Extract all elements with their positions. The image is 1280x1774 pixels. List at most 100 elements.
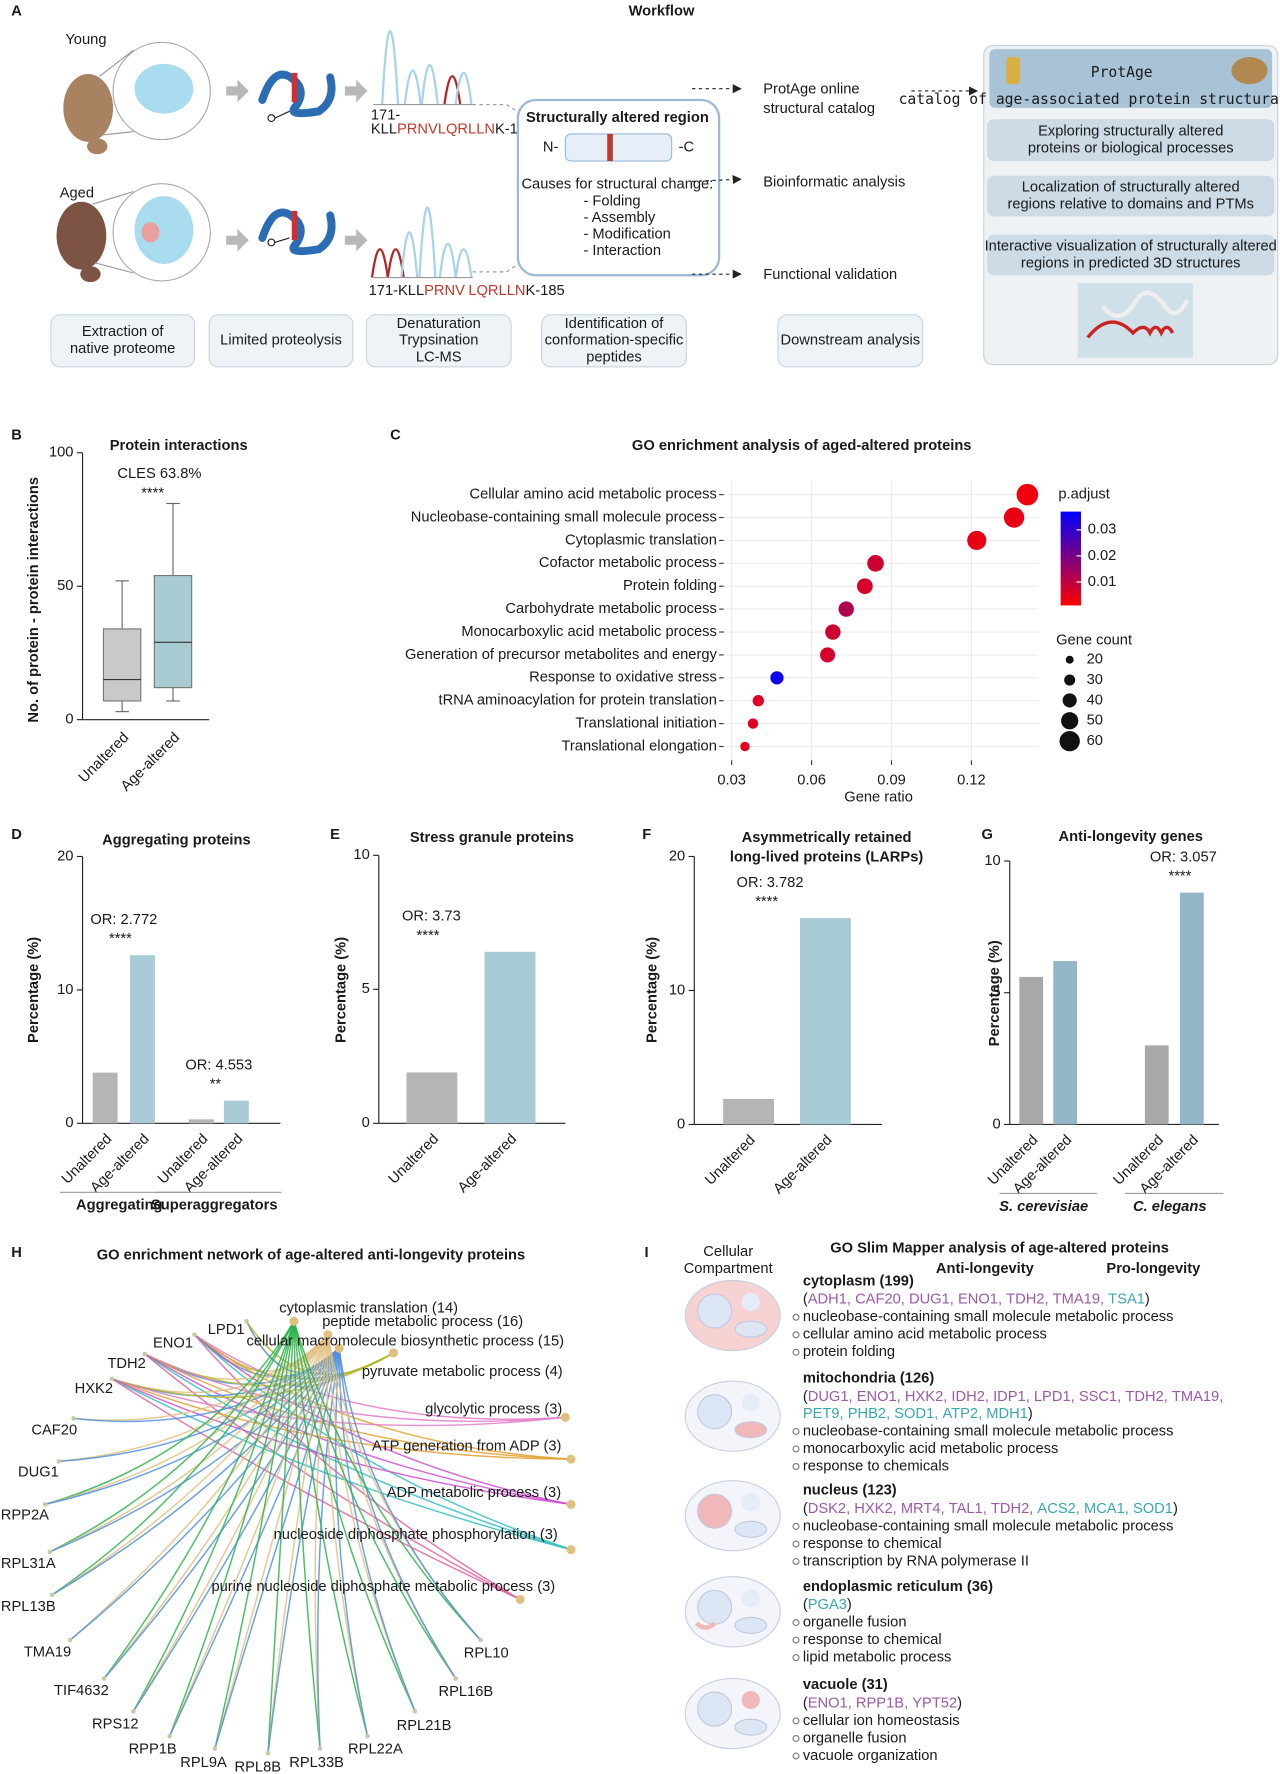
punct: , — [941, 1501, 949, 1517]
dot — [820, 647, 836, 663]
step-arrow — [344, 79, 368, 103]
network-edge — [49, 1334, 329, 1553]
gene: TDH2 — [991, 1501, 1029, 1517]
term-node — [515, 1594, 525, 1604]
gene-node — [67, 1637, 73, 1643]
network-edge — [326, 1334, 369, 1737]
gene: PGA3 — [808, 1597, 847, 1613]
punct: , — [840, 1406, 848, 1422]
figure-title: Workflow — [629, 4, 695, 20]
chart-title: Aggregating proteins — [102, 833, 251, 849]
bullet — [792, 1445, 800, 1453]
bullet — [792, 1717, 800, 1725]
dot — [967, 530, 987, 550]
color-tick-label: 0.03 — [1088, 522, 1117, 538]
gene: ENO1 — [808, 1695, 848, 1711]
network-edge — [194, 1334, 566, 1420]
term-label: purine nucleoside diphosphate metabolic … — [211, 1579, 555, 1595]
compartment-header: Cellular — [703, 1244, 753, 1260]
punct: ) — [957, 1695, 962, 1711]
size-key-label: 60 — [1087, 733, 1103, 749]
network-edge — [103, 1334, 329, 1679]
punct: , — [934, 1406, 942, 1422]
punct: , — [1044, 1292, 1052, 1308]
output: ProtAge online — [763, 82, 859, 98]
go-term: cellular ion homeostasis — [803, 1713, 960, 1729]
go-term: organelle fusion — [803, 1730, 907, 1746]
dot — [825, 624, 841, 640]
term-node — [566, 1454, 576, 1464]
term-label: pyruvate metabolic process (4) — [362, 1364, 563, 1380]
cause: - Folding — [583, 194, 640, 210]
category-label: Nucleobase-containing small molecule pro… — [411, 509, 717, 525]
panel-label: H — [11, 1245, 22, 1261]
network-edge — [194, 1334, 572, 1460]
yeast-cell — [56, 201, 107, 270]
step-label: Trypsination — [399, 333, 478, 349]
category-label: Translational initiation — [575, 715, 717, 731]
chart-title: Asymmetrically retained — [742, 830, 912, 846]
gene-list: (PGA3) — [803, 1597, 852, 1613]
y-axis-label: Percentage (%) — [26, 937, 42, 1043]
vacuole — [741, 1589, 760, 1608]
punct: , — [978, 1406, 986, 1422]
term-label: cytoplasmic translation (14) — [279, 1301, 458, 1317]
cause: - Modification — [583, 226, 670, 242]
output: Functional validation — [763, 267, 897, 283]
punct: , — [1164, 1389, 1172, 1405]
bullet — [792, 1540, 800, 1548]
size-key — [1062, 693, 1077, 708]
punct: , — [943, 1389, 951, 1405]
nucleus — [697, 1293, 733, 1329]
panel-label: A — [11, 4, 22, 20]
panel-label: C — [390, 428, 401, 444]
go-slim-title: GO Slim Mapper analysis of age-altered p… — [830, 1241, 1169, 1257]
vacuole — [741, 1690, 760, 1710]
feature-box — [987, 175, 1275, 217]
nucleus — [697, 1589, 733, 1625]
mitochondrion — [734, 1616, 768, 1634]
punct: , — [886, 1406, 894, 1422]
chromatogram-peak — [381, 30, 400, 105]
network-edge — [168, 1334, 329, 1737]
legend-pro: Pro-longevity — [1106, 1261, 1201, 1277]
yeast-bud — [87, 138, 108, 155]
gene: TDH2 — [1125, 1389, 1163, 1405]
peptide-part: LQRLLN — [468, 283, 525, 299]
gene: TAL1 — [949, 1501, 983, 1517]
punct: , — [1219, 1389, 1223, 1405]
gene-node — [47, 1549, 53, 1555]
peptide-part: K-185 — [526, 283, 565, 299]
go-term: response to chemicals — [803, 1458, 949, 1474]
punct: , — [1026, 1389, 1034, 1405]
punct: ( — [803, 1597, 808, 1613]
network-edge — [132, 1321, 295, 1712]
network-edge — [334, 1348, 369, 1737]
go-term: response to chemical — [803, 1536, 942, 1552]
network-edge — [49, 1320, 295, 1553]
gene-label: LPD1 — [208, 1322, 245, 1338]
dot — [857, 578, 873, 595]
term-label: glycolytic process (3) — [425, 1401, 562, 1417]
gene-node — [142, 1351, 147, 1357]
significance: **** — [141, 485, 164, 501]
gene-label: RPL9A — [180, 1755, 227, 1771]
network-edge — [338, 1348, 416, 1712]
gene-node — [167, 1733, 172, 1739]
network-edge — [267, 1321, 295, 1754]
step-label: Extraction of — [82, 324, 165, 340]
network-edge — [49, 1347, 340, 1553]
compartment-name: mitochondria (126) — [803, 1371, 935, 1387]
network-edge — [293, 1320, 482, 1641]
c-term: -C — [679, 139, 695, 155]
y-tick-label: 0 — [677, 1116, 685, 1132]
gene: PET9 — [803, 1406, 840, 1422]
category-label: Carbohydrate metabolic process — [505, 601, 716, 617]
feature-box — [987, 234, 1275, 276]
step-label: native proteome — [70, 341, 175, 357]
annotation: CLES 63.8% — [117, 466, 201, 482]
y-axis-label: Percentage (%) — [644, 937, 660, 1043]
network-edge — [51, 1320, 295, 1596]
structure-image — [1077, 283, 1193, 358]
term-node — [289, 1316, 299, 1326]
